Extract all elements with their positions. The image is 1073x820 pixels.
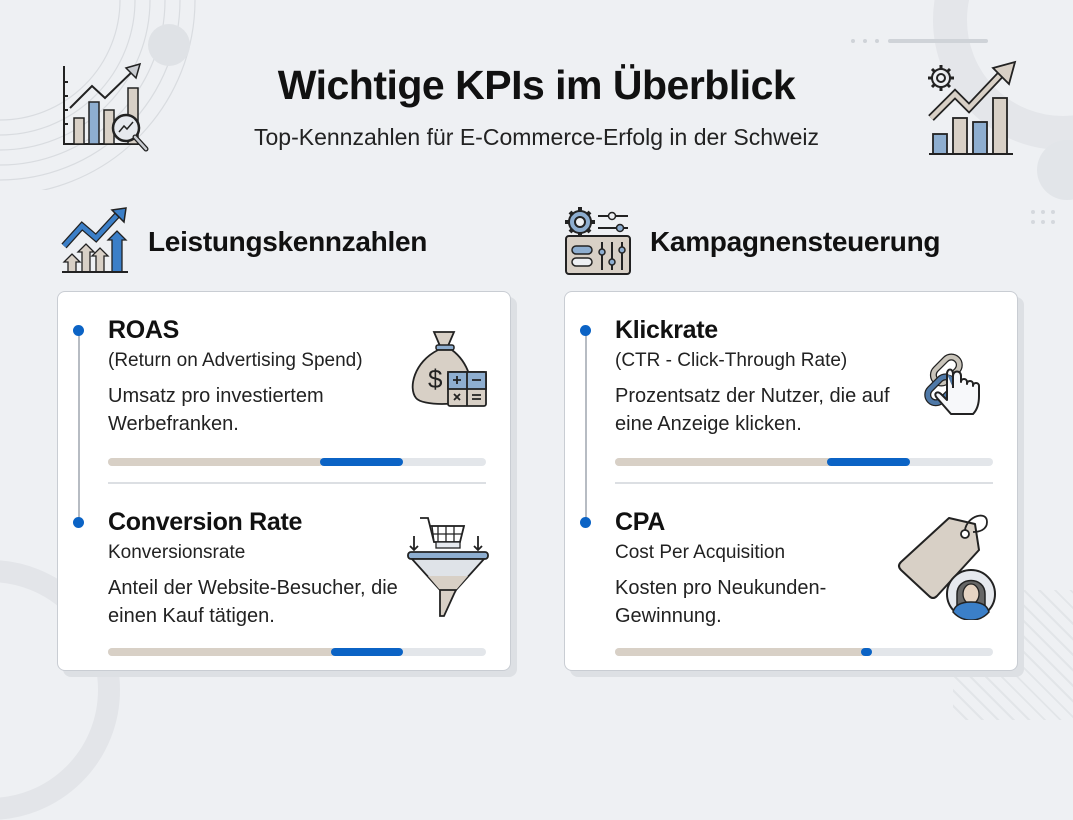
kpi-card-kampagnensteuerung: Klickrate (CTR - Click-Through Rate) Pro… (564, 291, 1018, 671)
kpi-subtitle: Cost Per Acquisition (615, 542, 786, 563)
bullet-icon (73, 325, 84, 336)
background-dash-line (851, 39, 988, 43)
kpi-cpa: CPA Cost Per Acquisition Kosten pro Neuk… (580, 506, 997, 630)
page-subtitle: Top-Kennzahlen für E-Commerce-Erfolg in … (253, 124, 820, 150)
timeline-line (78, 330, 80, 520)
roas-progress-bar (108, 458, 486, 466)
kpi-name: CPA (615, 508, 666, 536)
kpi-subtitle: (Return on Advertising Spend) (108, 350, 363, 371)
kpi-name: Klickrate (615, 316, 718, 344)
bullet-icon (580, 517, 591, 528)
progress-indicator (319, 458, 403, 466)
kpi-name: ROAS (108, 316, 180, 344)
progress-track-filled (108, 458, 324, 466)
background-dot (148, 24, 190, 66)
kpi-subtitle: Konversionsrate (108, 542, 246, 563)
background-dots (1031, 210, 1055, 224)
kpi-card-leistungskennzahlen: ROAS (Return on Advertising Spend) Umsat… (57, 291, 511, 671)
kpi-klickrate: Klickrate (CTR - Click-Through Rate) Pro… (580, 314, 997, 438)
gear-growth-chart-icon (928, 60, 1017, 155)
progress-indicator (331, 648, 403, 656)
progress-track-filled (615, 648, 869, 656)
link-click-icon (924, 353, 980, 415)
timeline-line (585, 330, 587, 520)
progress-track-filled (615, 458, 835, 466)
progress-track-filled (108, 648, 335, 656)
bullet-icon (580, 325, 591, 336)
section-header-leistungskennzahlen: Leistungskennzahlen (60, 206, 427, 278)
kpi-description: Umsatz pro investiertem Werbefranken. (108, 385, 324, 435)
progress-indicator (826, 458, 910, 466)
kpi-divider (615, 482, 993, 484)
kpi-divider (108, 482, 486, 484)
growth-arrows-icon (61, 207, 128, 273)
kpi-description: Kosten pro Neukunden-Gewinnung. (615, 577, 827, 627)
kpi-name: Conversion Rate (108, 508, 303, 536)
chart-magnifier-icon (63, 62, 149, 152)
settings-sliders-icon (565, 207, 631, 275)
svg-text:$: $ (428, 364, 443, 394)
price-tag-customer-icon (898, 514, 996, 620)
page-title: Wichtige KPIs im Überblick (277, 62, 796, 108)
section-title: Kampagnensteuerung (650, 226, 941, 257)
section-title: Leistungskennzahlen (148, 226, 428, 257)
section-header-kampagnensteuerung: Kampagnensteuerung (562, 206, 941, 278)
klickrate-progress-bar (615, 458, 993, 466)
money-bag-calculator-icon: $ (411, 331, 487, 407)
kpi-subtitle: (CTR - Click-Through Rate) (615, 350, 848, 371)
cart-funnel-icon (407, 517, 489, 617)
cpa-progress-bar (615, 648, 993, 656)
bullet-icon (73, 517, 84, 528)
kpi-roas: ROAS (Return on Advertising Spend) Umsat… (73, 314, 490, 438)
kpi-description: Prozentsatz der Nutzer, die auf eine Anz… (615, 385, 890, 435)
progress-indicator (860, 648, 873, 656)
kpi-conversion-rate: Conversion Rate Konversionsrate Anteil d… (73, 506, 490, 630)
conversion-rate-progress-bar (108, 648, 486, 656)
kpi-description: Anteil der Website-Besucher, die einen K… (108, 577, 398, 627)
